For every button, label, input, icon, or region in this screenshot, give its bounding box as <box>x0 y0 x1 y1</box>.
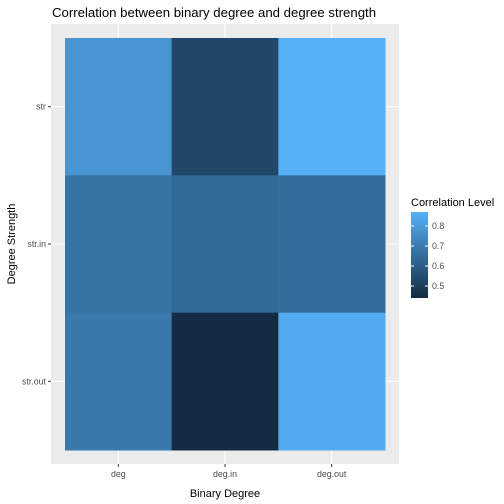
heatmap-cell <box>171 312 279 451</box>
heatmap-cell <box>278 312 386 451</box>
legend-title: Correlation Level <box>411 197 494 209</box>
y-axis-ticks: str str.in str.out <box>22 102 51 386</box>
heatmap-cell <box>278 38 386 176</box>
heatmap-cell <box>171 175 279 314</box>
x-tick-label: deg.out <box>317 469 347 479</box>
heatmap-cell <box>65 312 173 451</box>
legend-tick-label: 0.6 <box>432 261 444 271</box>
heatmap-cell <box>65 38 173 176</box>
heatmap-cells <box>65 38 386 451</box>
legend-ticks: 0.5 0.6 0.7 0.8 <box>411 221 444 291</box>
color-legend: Correlation Level 0.5 0.6 0.7 0.8 <box>411 197 494 298</box>
x-axis-title: Binary Degree <box>190 488 260 500</box>
y-tick-label: str.in <box>27 239 46 249</box>
y-tick-label: str.out <box>22 376 47 386</box>
heatmap-cell <box>171 38 279 176</box>
heatmap-cell <box>65 175 173 314</box>
legend-tick-label: 0.7 <box>432 241 444 251</box>
chart-title: Correlation between binary degree and de… <box>52 5 376 20</box>
x-axis-ticks: deg deg.in deg.out <box>111 464 347 479</box>
legend-tick-label: 0.5 <box>432 281 444 291</box>
y-tick-label: str <box>36 102 46 112</box>
y-axis-title: Degree Strength <box>6 204 18 285</box>
x-tick-label: deg <box>111 469 126 479</box>
heatmap-cell <box>278 175 386 314</box>
x-tick-label: deg.in <box>213 469 237 479</box>
legend-color-bar <box>411 212 428 298</box>
legend-tick-label: 0.8 <box>432 221 444 231</box>
